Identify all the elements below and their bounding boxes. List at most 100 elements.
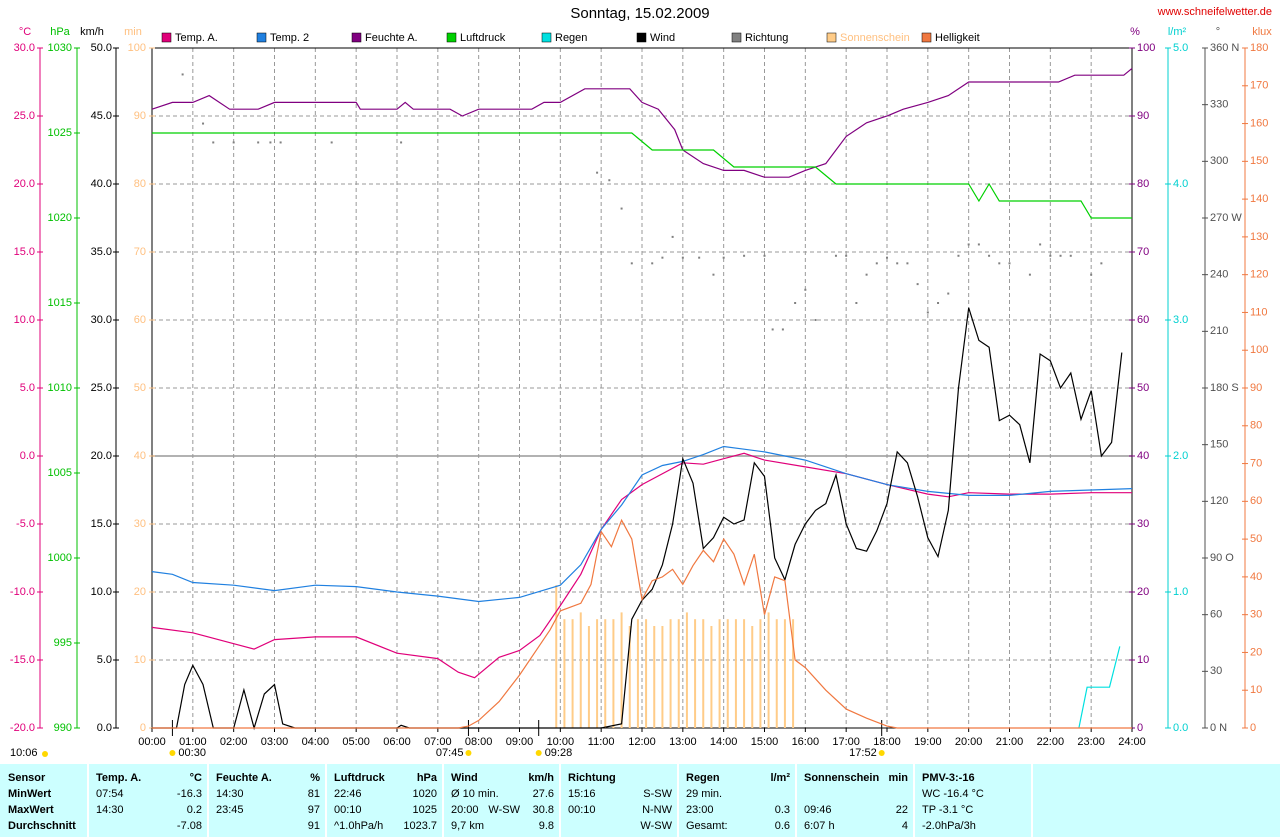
current-time: 10:06 xyxy=(10,747,38,759)
table-cell: 23:45 xyxy=(216,804,244,816)
series-line xyxy=(1078,646,1121,729)
table-cell: 0.6 xyxy=(775,820,790,832)
legend-swatch xyxy=(541,32,552,43)
table-cell: Sensor xyxy=(8,772,46,784)
y-tick-label: 40 xyxy=(134,450,146,462)
x-tick-label: 05:00 xyxy=(342,736,370,748)
direction-point xyxy=(896,262,899,265)
event-label: 00:30 xyxy=(178,747,206,759)
direction-point xyxy=(988,254,991,257)
table-background xyxy=(0,764,1280,837)
event-icon xyxy=(465,750,472,756)
axis-unit: klux xyxy=(1252,26,1272,38)
y-tick-label: 5.0 xyxy=(20,382,35,394)
table-cell: WC -16.4 °C xyxy=(922,788,984,800)
x-tick-label: 18:00 xyxy=(873,736,901,748)
axis-unit: l/m² xyxy=(1168,26,1187,38)
sunshine-bar xyxy=(751,626,754,728)
table-cell: min xyxy=(888,772,908,784)
x-tick-label: 07:00 xyxy=(424,736,452,748)
x-tick-label: 17:00 xyxy=(832,736,860,748)
table-cell: S-SW xyxy=(643,788,672,800)
y-tick-label: 40 xyxy=(1250,571,1262,583)
y-tick-label: -10.0 xyxy=(10,586,35,598)
y-tick-label: 0.0 xyxy=(1173,722,1188,734)
y-tick-label: 150 xyxy=(1210,439,1228,451)
y-tick-label: 0 xyxy=(1250,722,1256,734)
table-cell: 0.3 xyxy=(775,804,790,816)
legend-label: Wind xyxy=(650,32,675,44)
y-tick-label: 1020 xyxy=(48,212,72,224)
direction-point xyxy=(865,273,868,276)
table-cell: 23:00 xyxy=(686,804,714,816)
x-tick-label: 11:00 xyxy=(588,736,615,748)
event-icon xyxy=(169,750,176,756)
legend-swatch xyxy=(731,32,742,43)
direction-point xyxy=(937,302,940,304)
y-tick-label: 20 xyxy=(1137,586,1149,598)
x-tick-label: 09:00 xyxy=(506,736,534,748)
y-tick-label: 300 xyxy=(1210,155,1228,167)
direction-point xyxy=(743,254,746,257)
table-cell: Ø 10 min. xyxy=(451,788,499,800)
y-tick-label: 10.0 xyxy=(14,314,35,326)
axis-unit: °C xyxy=(19,26,31,38)
y-tick-label: 30 xyxy=(1250,609,1262,621)
x-tick-label: 02:00 xyxy=(220,736,248,748)
table-cell: 4 xyxy=(902,820,908,832)
x-tick-label: 16:00 xyxy=(792,736,820,748)
y-tick-label: 20.0 xyxy=(91,450,112,462)
x-tick-label: 23:00 xyxy=(1077,736,1105,748)
direction-point xyxy=(596,171,599,174)
y-tick-label: 995 xyxy=(54,637,72,649)
y-tick-label: 1025 xyxy=(48,127,72,139)
y-tick-label: 40.0 xyxy=(91,178,112,190)
table-cell: -7.08 xyxy=(177,820,202,832)
y-tick-label: 90 O xyxy=(1210,552,1234,564)
direction-point xyxy=(212,141,215,144)
direction-point xyxy=(681,256,684,259)
sunshine-bar xyxy=(612,619,615,728)
y-tick-label: 1005 xyxy=(48,467,72,479)
y-tick-label: 990 xyxy=(54,722,72,734)
y-tick-label: -5.0 xyxy=(16,518,35,530)
direction-point xyxy=(330,141,333,144)
y-tick-label: 35.0 xyxy=(91,246,112,258)
table-cell: MinWert xyxy=(8,788,52,800)
table-cell: 0.2 xyxy=(187,804,202,816)
sunshine-bar xyxy=(775,619,778,728)
y-tick-label: 30.0 xyxy=(91,314,112,326)
stats-table: Sensor Temp. A. °C Feuchte A.% Luftdruck hPa W… xyxy=(8,764,1033,837)
sunshine-bar xyxy=(734,619,737,728)
x-tick-label: 01:00 xyxy=(179,736,207,748)
y-tick-label: 0 N xyxy=(1210,722,1227,734)
table-cell: TP -3.1 °C xyxy=(922,804,973,816)
direction-point xyxy=(977,243,980,246)
y-tick-label: 60 xyxy=(134,314,146,326)
direction-point xyxy=(906,262,909,265)
y-tick-label: 120 xyxy=(1210,495,1228,507)
table-cell: 09:46 xyxy=(804,804,832,816)
y-tick-label: 20 xyxy=(1250,646,1262,658)
y-tick-label: 30 xyxy=(134,518,146,530)
table-cell: km/h xyxy=(528,772,554,784)
x-tick-label: 10:00 xyxy=(547,736,575,748)
y-tick-label: 360 N xyxy=(1210,42,1239,54)
y-tick-label: 100 xyxy=(1250,344,1268,356)
y-tick-label: 0.0 xyxy=(20,450,35,462)
direction-point xyxy=(771,328,774,331)
table-cell: Richtung xyxy=(568,772,616,784)
direction-point xyxy=(608,179,611,182)
table-cell: 20:00 xyxy=(451,804,479,816)
direction-point xyxy=(712,273,715,276)
y-tick-label: 20 xyxy=(134,586,146,598)
sunshine-bar xyxy=(636,619,639,728)
y-tick-label: 30.0 xyxy=(14,42,35,54)
table-cell: 30.8 xyxy=(533,804,554,816)
direction-point xyxy=(1090,273,1093,276)
series-line xyxy=(152,307,1123,731)
x-tick-label: 06:00 xyxy=(383,736,411,748)
event-icon xyxy=(535,750,542,756)
direction-point xyxy=(400,141,403,144)
